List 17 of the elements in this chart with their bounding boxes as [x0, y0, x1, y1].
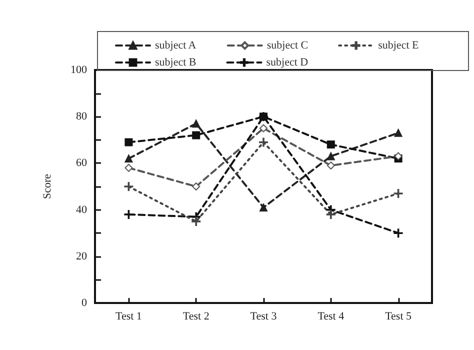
x-tick-label: Test 5 [385, 310, 412, 322]
y-tick-label: 0 [82, 297, 88, 309]
x-tick-label: Test 4 [318, 310, 345, 322]
legend-label: subject E [378, 40, 420, 52]
y-tick-label: 40 [76, 204, 88, 216]
x-tick-label: Test 2 [182, 310, 210, 322]
y-tick-label: 100 [70, 64, 88, 76]
y-tick-label: 60 [76, 157, 88, 170]
x-tick-label: Test 3 [250, 310, 278, 322]
legend-label: subject B [155, 56, 196, 68]
y-axis-title: Score [42, 174, 54, 200]
y-tick-label: 80 [76, 110, 88, 123]
y-tick-label: 20 [76, 250, 88, 262]
x-tick-label: Test 1 [115, 310, 142, 322]
legend-label: subject D [266, 56, 308, 68]
legend-label: subject A [155, 40, 196, 52]
legend-label: subject C [266, 40, 308, 52]
